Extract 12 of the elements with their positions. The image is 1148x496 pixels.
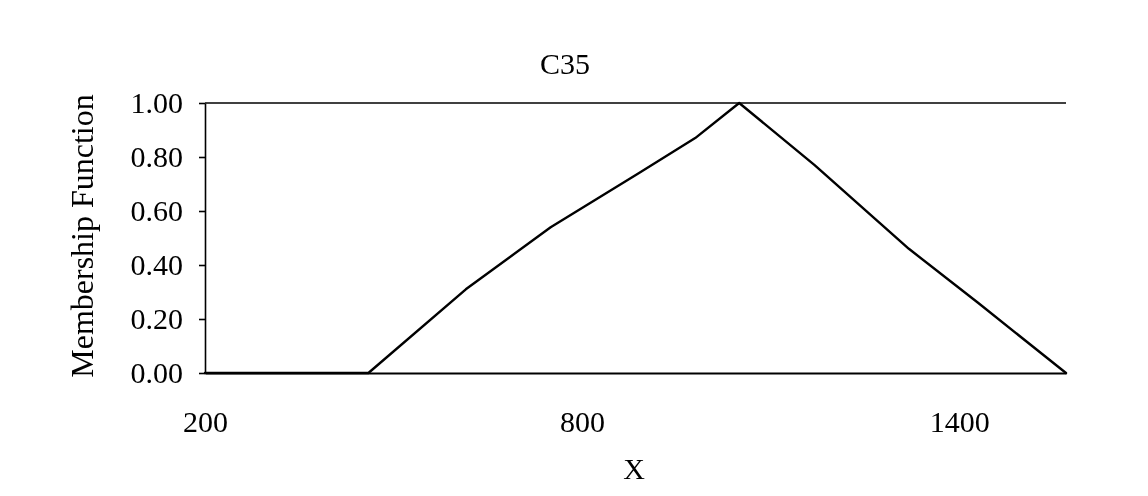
x-tick-label: 800 xyxy=(560,405,606,439)
y-tick-label: 0.40 xyxy=(130,248,183,282)
y-axis-title: Membership Function xyxy=(64,94,101,378)
y-tick-label: 0.60 xyxy=(130,194,183,228)
y-tick-label: 0.20 xyxy=(130,302,183,336)
x-axis-title: X xyxy=(623,452,646,485)
x-tick-label: 1400 xyxy=(929,405,990,439)
chart-title: C35 xyxy=(539,47,591,80)
y-tick-label: 0.80 xyxy=(130,140,183,174)
y-tick-label: 0.00 xyxy=(130,356,183,390)
y-tick-label: 1.00 xyxy=(130,86,183,120)
x-tick-label: 200 xyxy=(183,405,228,439)
